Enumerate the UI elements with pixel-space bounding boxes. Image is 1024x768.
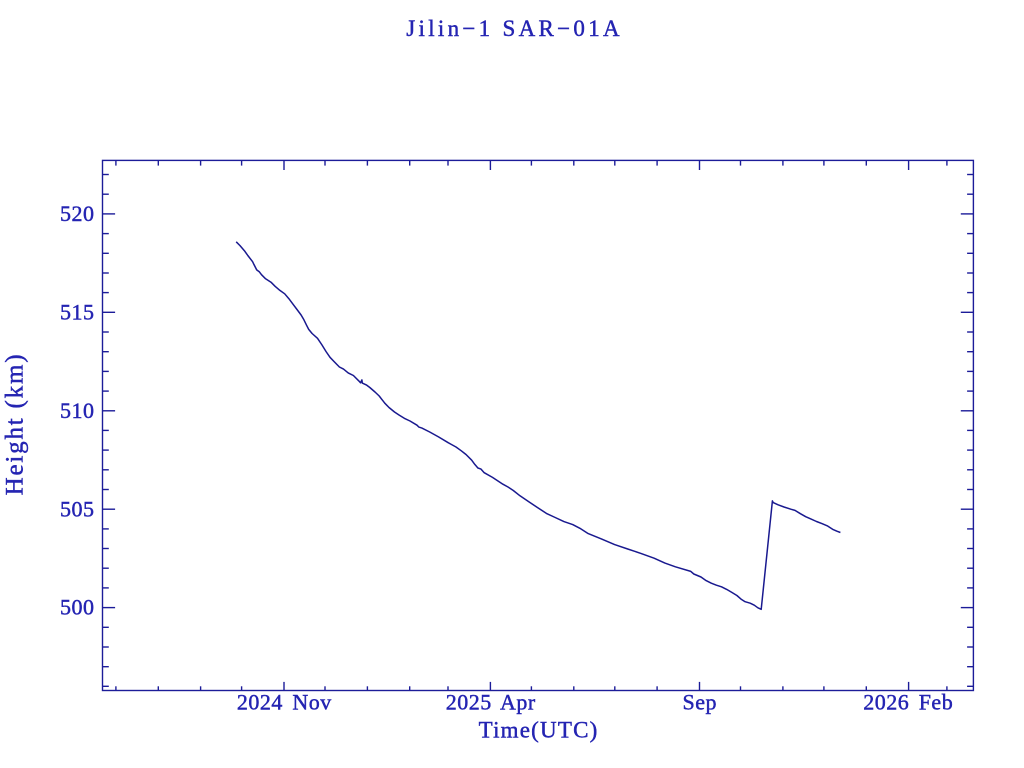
svg-text:515: 515 xyxy=(60,299,95,324)
svg-text:Sep: Sep xyxy=(683,690,718,715)
svg-text:Height (km): Height (km) xyxy=(2,353,29,496)
svg-text:Time(UTC): Time(UTC) xyxy=(479,718,599,743)
svg-text:510: 510 xyxy=(60,398,95,423)
svg-text:500: 500 xyxy=(60,595,95,620)
svg-text:2026 Feb: 2026 Feb xyxy=(863,690,953,715)
svg-text:505: 505 xyxy=(60,496,95,521)
svg-text:2025 Apr: 2025 Apr xyxy=(446,690,536,715)
svg-text:Jilin−1 SAR−01A: Jilin−1 SAR−01A xyxy=(406,16,623,41)
svg-text:520: 520 xyxy=(60,201,95,226)
svg-text:2024 Nov: 2024 Nov xyxy=(237,690,332,715)
